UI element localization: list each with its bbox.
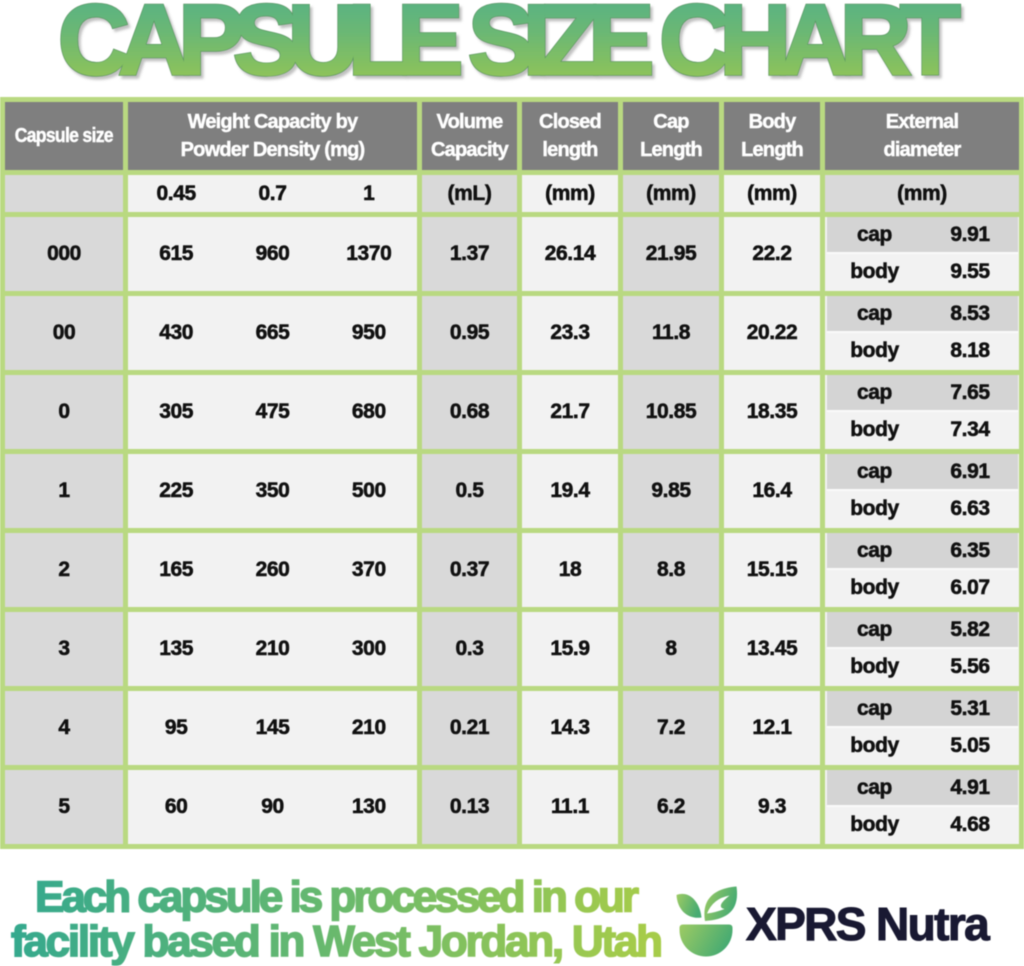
svg-text:CAPSULE SIZE CHART: CAPSULE SIZE CHART [58, 0, 963, 95]
svg-text:Each capsule is processed in o: Each capsule is processed in our [35, 873, 639, 922]
svg-text:CAPSULE SIZE CHART: CAPSULE SIZE CHART [58, 0, 963, 95]
svg-text:facility based in West Jordan,: facility based in West Jordan, Utah [11, 917, 663, 966]
